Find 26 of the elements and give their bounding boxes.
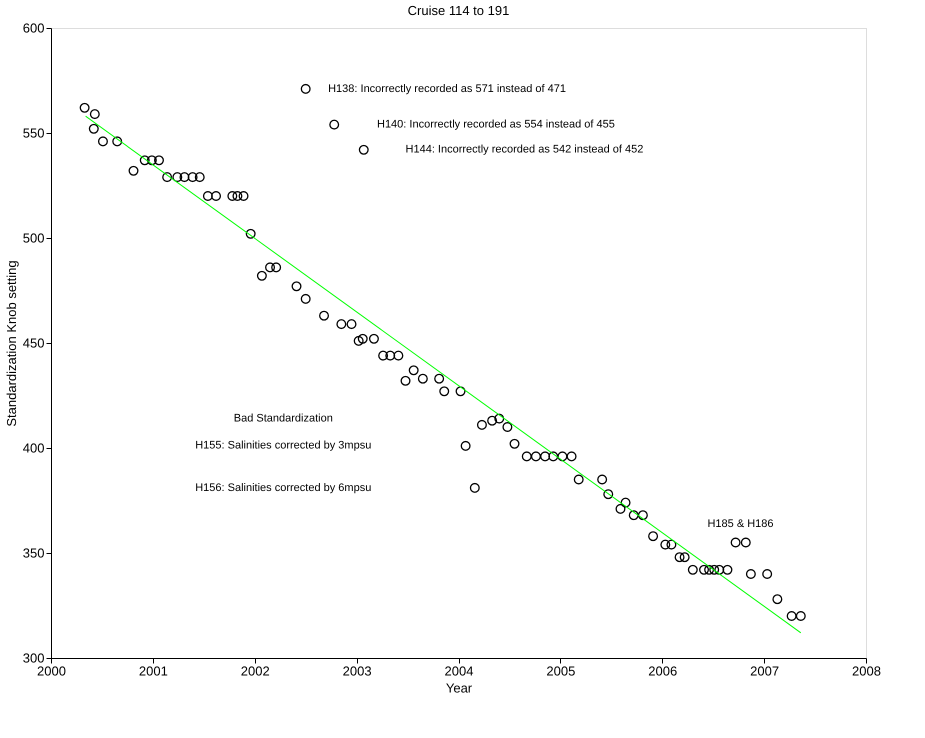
- x-tick-label: 2007: [750, 664, 780, 678]
- annotation: H140: Incorrectly recorded as 554 instead of 455: [377, 118, 615, 130]
- annotation: H144: Incorrectly recorded as 542 instead of 452: [406, 144, 644, 156]
- x-tick-label: 2005: [546, 664, 576, 678]
- y-tick-label: 600: [22, 20, 44, 36]
- y-tick-label: 350: [22, 546, 44, 560]
- y-tick-label: 500: [22, 230, 44, 246]
- annotation: Bad Standardization: [234, 412, 333, 425]
- x-tick-label: 2003: [342, 664, 372, 678]
- x-tick-label: 2000: [37, 664, 66, 678]
- annotation: H156: Salinities corrected by 6mpsu: [195, 482, 372, 494]
- y-tick-label: 300: [22, 650, 44, 666]
- y-tick-label: 550: [22, 126, 44, 140]
- annotation: H185 & H186: [707, 518, 774, 530]
- y-tick-label: 400: [22, 440, 44, 456]
- annotation: H138: Incorrectly recorded as 571 instead of 471: [328, 83, 566, 96]
- annotation: H155: Salinities corrected by 3mpsu: [195, 440, 372, 452]
- x-tick-label: 2004: [444, 664, 474, 678]
- x-axis-title: Year: [446, 680, 473, 696]
- x-tick-label: 2006: [648, 664, 678, 678]
- chart-title: Cruise 114 to 191: [408, 3, 510, 18]
- x-tick-label: 2001: [138, 664, 168, 678]
- y-tick-label: 450: [22, 336, 44, 350]
- x-tick-label: 2008: [852, 664, 881, 678]
- x-tick-label: 2002: [240, 664, 270, 678]
- y-axis-title: Standardization Knob setting: [4, 260, 19, 427]
